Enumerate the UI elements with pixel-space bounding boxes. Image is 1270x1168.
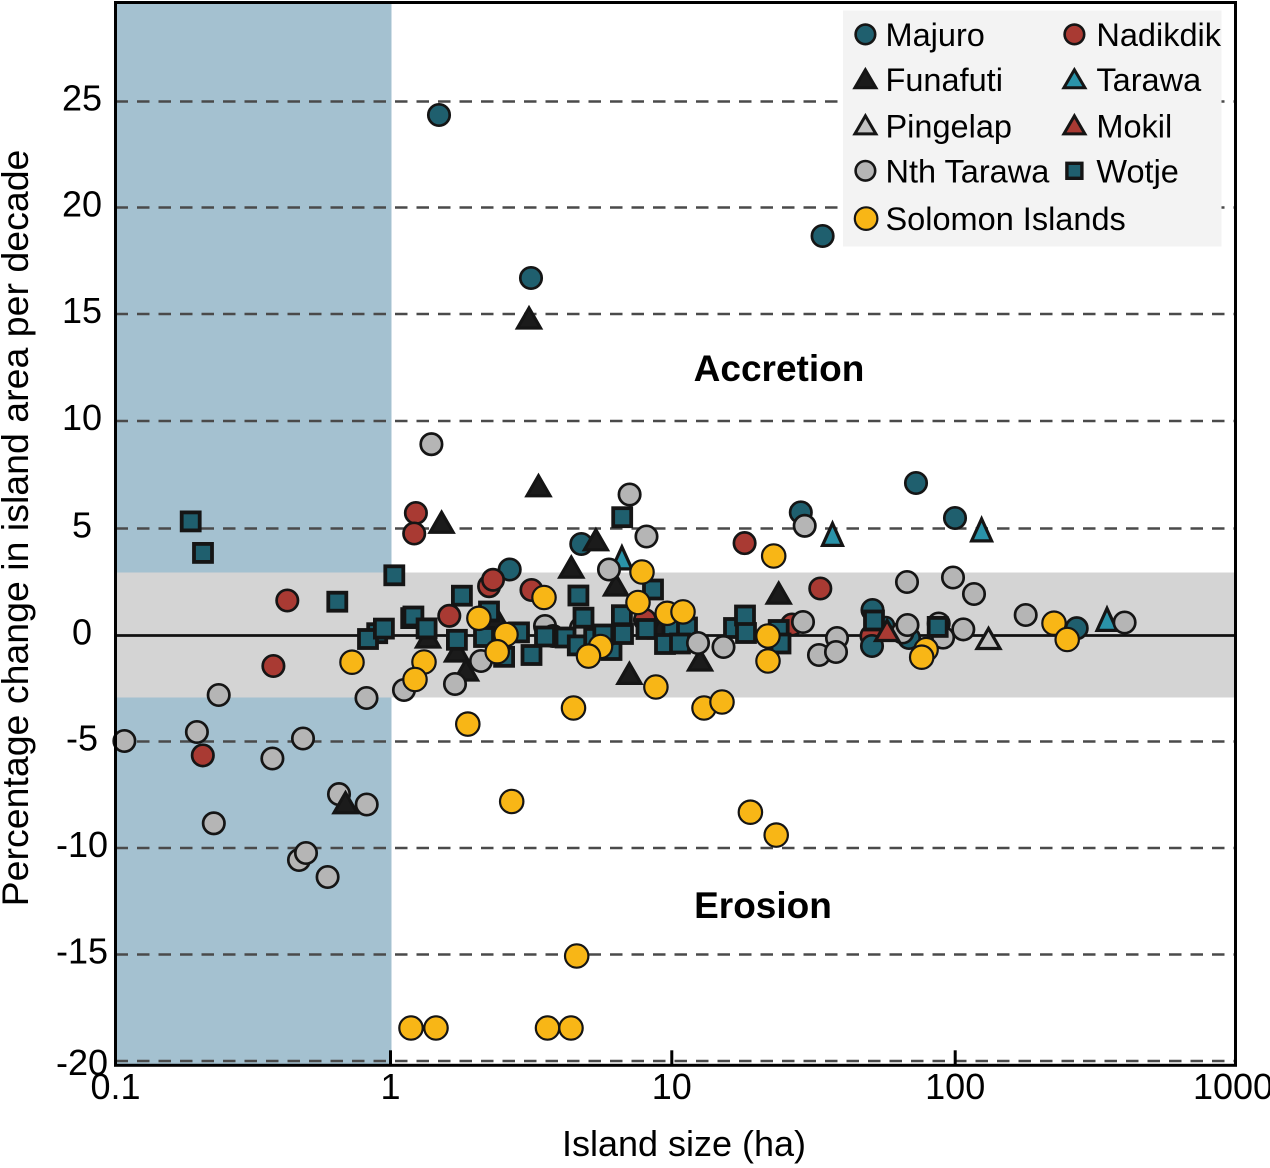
svg-text:0: 0 — [72, 611, 92, 652]
svg-text:0.1: 0.1 — [90, 1066, 140, 1107]
svg-text:Tarawa: Tarawa — [1096, 62, 1202, 98]
svg-text:5: 5 — [72, 504, 92, 545]
svg-text:15: 15 — [62, 290, 102, 331]
svg-text:Mokil: Mokil — [1096, 108, 1172, 144]
svg-text:100: 100 — [925, 1066, 985, 1107]
svg-text:-20: -20 — [56, 1042, 108, 1083]
svg-text:25: 25 — [62, 77, 102, 118]
svg-text:Pingelap: Pingelap — [886, 108, 1013, 144]
svg-text:-5: -5 — [66, 717, 98, 758]
svg-text:10: 10 — [62, 397, 102, 438]
svg-text:Wotje: Wotje — [1096, 153, 1179, 189]
svg-text:Solomon Islands: Solomon Islands — [886, 201, 1126, 237]
svg-text:1: 1 — [380, 1066, 400, 1107]
svg-text:Erosion: Erosion — [694, 885, 832, 926]
svg-text:1000: 1000 — [1193, 1066, 1270, 1107]
svg-text:Accretion: Accretion — [694, 348, 865, 389]
svg-text:Nadikdik: Nadikdik — [1096, 17, 1221, 53]
svg-text:Island size (ha): Island size (ha) — [562, 1123, 806, 1164]
svg-text:Nth Tarawa: Nth Tarawa — [886, 153, 1051, 189]
svg-text:10: 10 — [652, 1066, 692, 1107]
svg-text:-10: -10 — [56, 824, 108, 865]
svg-text:Majuro: Majuro — [886, 17, 985, 53]
svg-text:20: 20 — [62, 183, 102, 224]
svg-text:-15: -15 — [56, 930, 108, 971]
svg-text:Percentage change in island ar: Percentage change in island area per dec… — [0, 150, 36, 907]
svg-text:Funafuti: Funafuti — [886, 62, 1003, 98]
